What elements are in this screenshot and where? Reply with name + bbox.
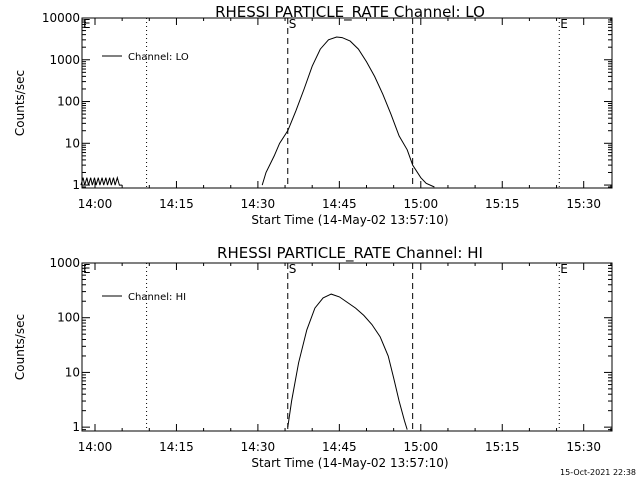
plot-frame (81, 17, 613, 189)
x-tick-label: 15:30 (566, 440, 601, 454)
x-tick-label: 14:45 (322, 440, 357, 454)
x-tick-label: 15:30 (566, 197, 601, 211)
chart-hi: RHESSI PARTICLE_RATE Channel: HI 14:00 14:… (13, 244, 613, 470)
marker-label: S (289, 17, 297, 31)
x-tick-label: 15:00 (404, 440, 439, 454)
marker-label: E (560, 17, 568, 31)
x-tick-label: 14:45 (322, 197, 357, 211)
plot-frame (81, 262, 613, 432)
y-tick-label: 1 (72, 420, 80, 434)
x-tick-label: 14:00 (78, 440, 113, 454)
y-axis-label: Counts/sec (13, 70, 27, 136)
y-tick-label: 1000 (49, 256, 80, 270)
chart-title: RHESSI PARTICLE_RATE Channel: LO (215, 3, 485, 22)
chart-title: RHESSI PARTICLE_RATE Channel: HI (217, 244, 483, 263)
y-tick-label: 1 (72, 178, 80, 192)
y-axis-label: Counts/sec (13, 314, 27, 380)
marker-label: E (83, 17, 91, 31)
y-tick-label: 100 (57, 311, 80, 325)
x-tick-label: 14:15 (159, 197, 194, 211)
y-tick-label: 10 (65, 136, 80, 150)
x-axis-label: Start Time (14-May-02 13:57:10) (251, 213, 448, 227)
x-tick-label: 15:00 (404, 197, 439, 211)
y-tick-label: 1000 (49, 53, 80, 67)
legend-label: Channel: HI (128, 292, 186, 303)
x-tick-label: 15:15 (485, 197, 520, 211)
timestamp: 15-Oct-2021 22:38 (560, 468, 636, 477)
y-tick-label: 10 (65, 365, 80, 379)
x-tick-label: 14:00 (78, 197, 113, 211)
x-tick-label: 14:30 (241, 197, 276, 211)
x-axis-label: Start Time (14-May-02 13:57:10) (251, 456, 448, 470)
lo-series-line-1 (261, 36, 435, 188)
marker-label: E (560, 262, 568, 276)
chart-lo: RHESSI PARTICLE_RATE Channel: LO 14:00 14:… (13, 3, 613, 227)
x-tick-label: 14:15 (159, 440, 194, 454)
y-tick-label: 100 (57, 95, 80, 109)
legend-label: Channel: LO (128, 52, 189, 63)
x-tick-label: 15:15 (485, 440, 520, 454)
x-tick-label: 14:30 (241, 440, 276, 454)
marker-label: E (83, 262, 91, 276)
y-tick-label: 10000 (42, 11, 80, 25)
lo-series-line-2 (80, 175, 123, 186)
marker-label: S (289, 262, 297, 276)
hi-series-line-1 (287, 293, 408, 430)
